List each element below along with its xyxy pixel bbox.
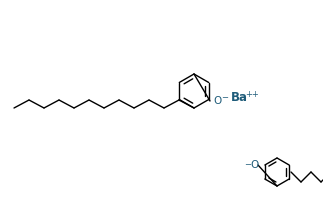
Text: Ba: Ba (231, 90, 248, 103)
Text: O: O (213, 96, 221, 106)
Text: ++: ++ (245, 89, 259, 98)
Text: O: O (250, 160, 258, 170)
Text: −: − (221, 94, 228, 103)
Text: −: − (244, 160, 251, 170)
